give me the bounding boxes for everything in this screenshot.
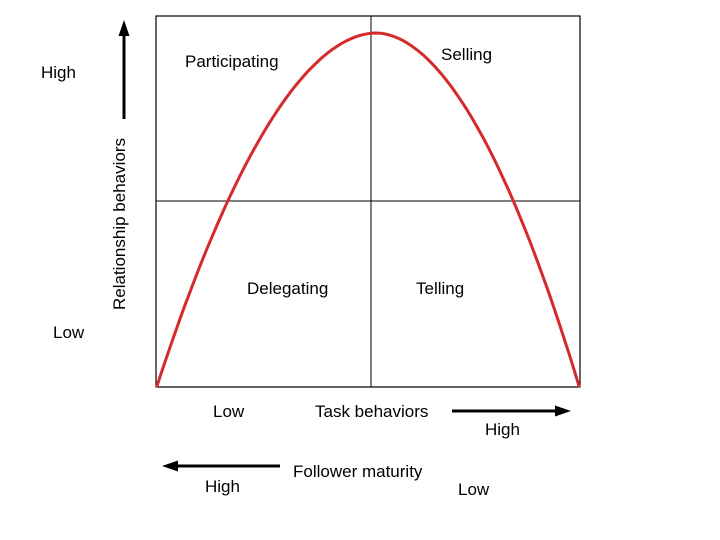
- task-axis-label: Task behaviors: [315, 402, 429, 421]
- relationship-low-label: Low: [53, 323, 85, 342]
- maturity-axis-label: Follower maturity: [293, 462, 423, 481]
- relationship-high-label: High: [41, 63, 76, 82]
- relationship-axis-arrow-head: [118, 20, 130, 36]
- quadrant-label-participating: Participating: [185, 52, 279, 71]
- task-axis-arrow-head: [555, 405, 571, 417]
- relationship-axis-label: Relationship behaviors: [110, 138, 129, 310]
- leadership-curve: [155, 31, 581, 388]
- quadrant-label-telling: Telling: [416, 279, 465, 298]
- quadrant-label-selling: Selling: [441, 45, 493, 64]
- quadrant-label-delegating: Delegating: [247, 279, 329, 298]
- task-high-label: High: [485, 420, 520, 439]
- task-low-label: Low: [213, 402, 245, 421]
- maturity-high-label: High: [205, 477, 240, 496]
- maturity-axis-arrow-head: [162, 460, 178, 472]
- maturity-low-label: Low: [458, 480, 490, 499]
